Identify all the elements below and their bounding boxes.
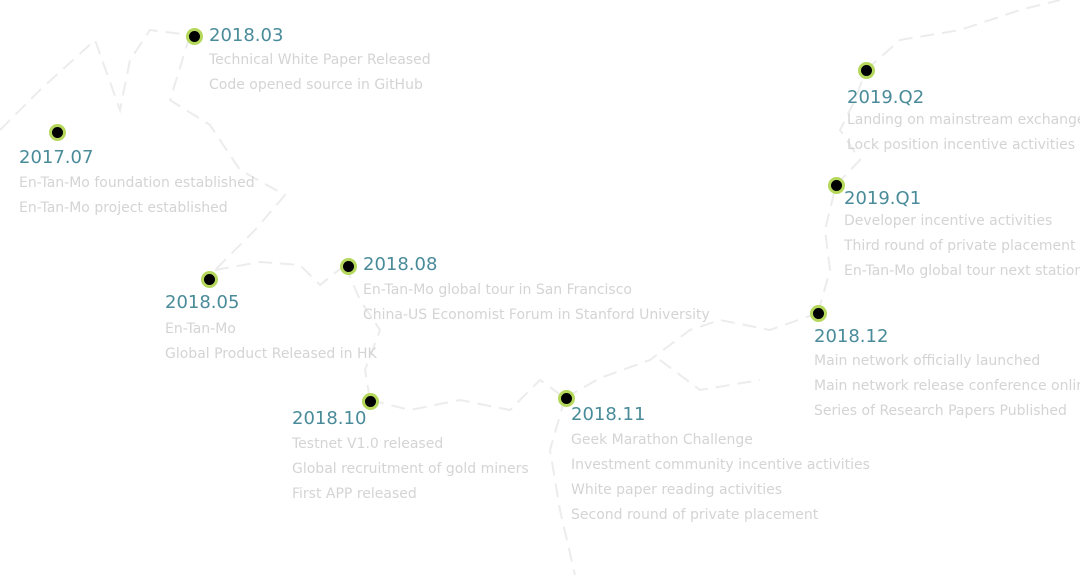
milestone-item: Geek Marathon Challenge [571,432,753,448]
milestone-item: Lock position incentive activities [847,137,1076,153]
milestone-date-2018-08: 2018.08 [363,254,438,275]
milestone-item: China-US Economist Forum in Stanford Uni… [363,307,710,323]
milestone-dot-2018-05 [201,271,218,288]
milestone-dot-2018-03 [186,28,203,45]
milestone-desc-2018-05: En-Tan-Mo Global Product Released in HK [165,317,377,367]
milestone-item: Testnet V1.0 released [292,436,444,452]
milestone-dot-2018-12 [810,305,827,322]
milestone-date-2019-q1: 2019.Q1 [844,188,922,209]
milestone-dot-2019-q1 [828,177,845,194]
milestone-item: Series of Research Papers Published [814,403,1067,419]
milestone-item: Developer incentive activities [844,213,1053,229]
milestone-item: Investment community incentive activitie… [571,457,870,473]
milestone-desc-2018-12: Main network officially launched Main ne… [814,349,1080,424]
milestone-date-2018-12: 2018.12 [814,326,889,347]
milestone-dot-2018-08 [340,258,357,275]
milestone-date-2018-10: 2018.10 [292,408,367,429]
milestone-item: Global Product Released in HK [165,346,377,362]
milestone-item: En-Tan-Mo project established [19,200,228,216]
milestone-dot-2017-07 [49,124,66,141]
milestone-item: Global recruitment of gold miners [292,461,529,477]
milestone-date-2018-05: 2018.05 [165,292,240,313]
milestone-desc-2017-07: En-Tan-Mo foundation established En-Tan-… [19,171,255,221]
milestone-item: En-Tan-Mo global tour next station [844,263,1080,279]
milestone-item: White paper reading activities [571,482,783,498]
milestone-item: First APP released [292,486,417,502]
milestone-item: Technical White Paper Released [209,52,431,68]
milestone-item: En-Tan-Mo [165,321,236,337]
milestone-item: En-Tan-Mo foundation established [19,175,255,191]
milestone-date-2017-07: 2017.07 [19,147,94,168]
milestone-date-2018-11: 2018.11 [571,404,646,425]
milestone-item: Main network officially launched [814,353,1041,369]
milestone-item: Landing on mainstream exchanges [847,112,1080,128]
milestone-date-2018-03: 2018.03 [209,25,284,46]
milestone-item: Main network release conference online [814,378,1080,394]
milestone-date-2019-q2: 2019.Q2 [847,87,925,108]
milestone-dot-2019-q2 [858,62,875,79]
milestone-dot-2018-11 [558,390,575,407]
milestone-item: Second round of private placement [571,507,819,523]
milestone-desc-2018-10: Testnet V1.0 released Global recruitment… [292,432,529,507]
milestone-desc-2019-q2: Landing on mainstream exchanges Lock pos… [847,108,1080,158]
milestone-desc-2018-11: Geek Marathon Challenge Investment commu… [571,428,870,528]
milestone-desc-2018-08: En-Tan-Mo global tour in San Francisco C… [363,278,710,328]
milestone-desc-2018-03: Technical White Paper Released Code open… [209,48,431,98]
milestone-desc-2019-q1: Developer incentive activities Third rou… [844,209,1080,284]
milestone-item: En-Tan-Mo global tour in San Francisco [363,282,632,298]
milestone-item: Third round of private placement [844,238,1076,254]
milestone-dot-2018-10 [362,393,379,410]
milestone-item: Code opened source in GitHub [209,77,423,93]
